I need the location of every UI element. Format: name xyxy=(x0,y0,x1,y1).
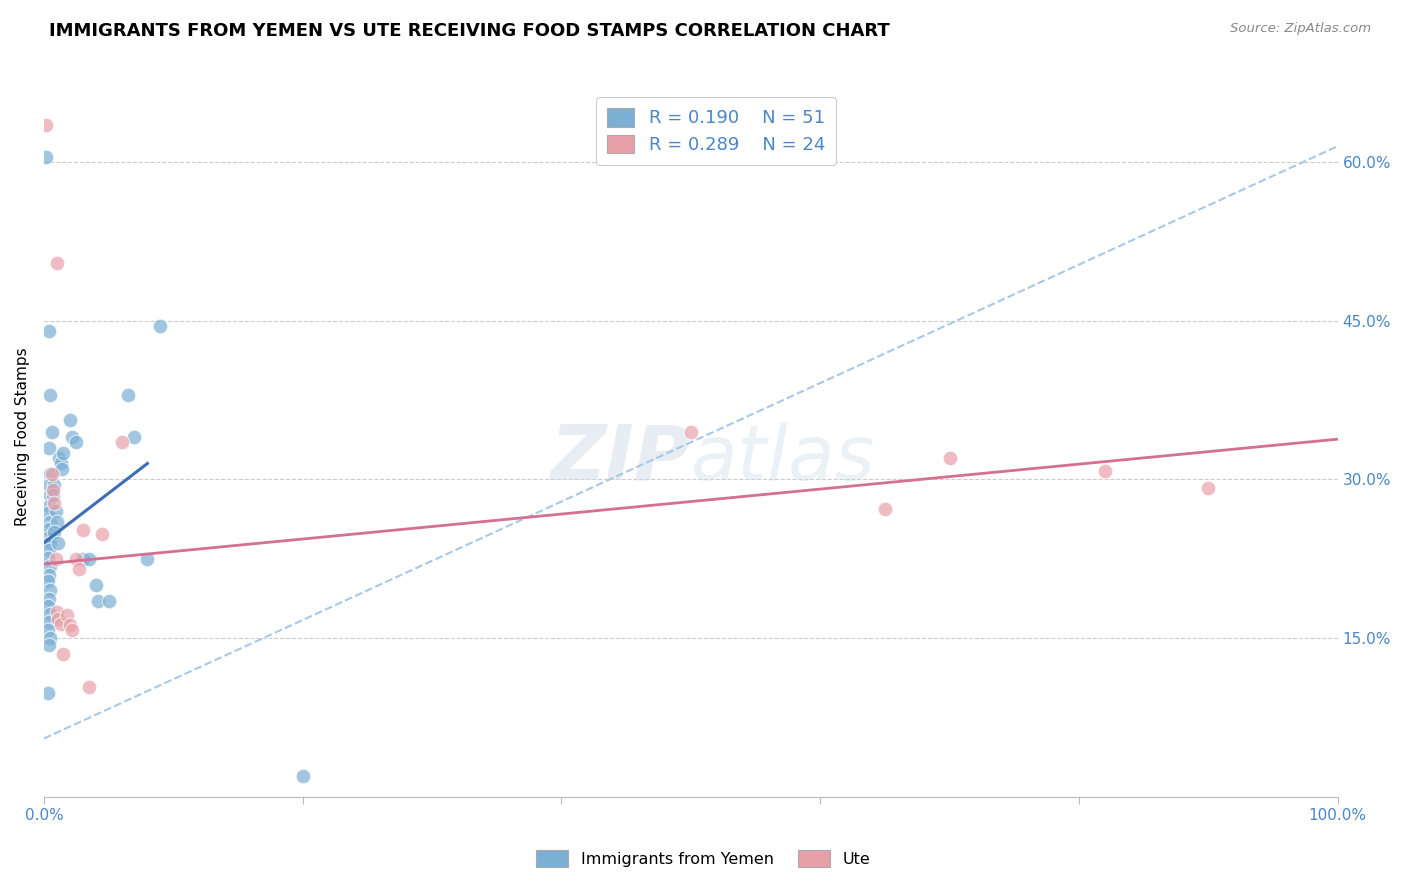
Text: atlas: atlas xyxy=(690,422,876,496)
Point xyxy=(46,536,69,550)
Point xyxy=(37,623,59,637)
Point xyxy=(38,477,60,491)
Point xyxy=(38,441,60,455)
Point xyxy=(37,574,59,588)
Text: IMMIGRANTS FROM YEMEN VS UTE RECEIVING FOOD STAMPS CORRELATION CHART: IMMIGRANTS FROM YEMEN VS UTE RECEIVING F… xyxy=(49,22,890,40)
Point xyxy=(37,506,59,520)
Point xyxy=(38,499,60,513)
Point xyxy=(44,525,66,540)
Point xyxy=(38,639,60,653)
Point xyxy=(67,562,90,576)
Point xyxy=(52,647,75,661)
Y-axis label: Receiving Food Stamps: Receiving Food Stamps xyxy=(15,348,30,526)
Point xyxy=(35,150,58,164)
Point xyxy=(149,318,172,333)
Point xyxy=(56,607,79,622)
Point xyxy=(35,118,58,132)
Point xyxy=(38,522,60,536)
Point xyxy=(44,477,66,491)
Point xyxy=(44,504,66,518)
Point xyxy=(39,583,62,598)
Point xyxy=(37,599,59,614)
Point xyxy=(72,551,94,566)
Text: ZIP: ZIP xyxy=(551,422,690,496)
Point xyxy=(39,488,62,502)
Point xyxy=(42,483,65,497)
Point xyxy=(38,567,60,582)
Point xyxy=(65,551,87,566)
Point xyxy=(37,686,59,700)
Point xyxy=(39,536,62,550)
Point xyxy=(65,435,87,450)
Point xyxy=(37,531,59,545)
Point xyxy=(38,615,60,629)
Point xyxy=(39,388,62,402)
Point xyxy=(49,457,72,471)
Point xyxy=(110,435,132,450)
Point xyxy=(45,515,67,529)
Point xyxy=(37,550,59,565)
Point xyxy=(124,430,146,444)
Text: Source: ZipAtlas.com: Source: ZipAtlas.com xyxy=(1230,22,1371,36)
Point xyxy=(72,523,94,537)
Point xyxy=(38,324,60,338)
Point xyxy=(45,605,67,619)
Point xyxy=(48,451,70,466)
Point xyxy=(59,618,82,632)
Point xyxy=(1197,481,1219,495)
Point xyxy=(91,527,114,541)
Point xyxy=(60,623,83,637)
Point xyxy=(77,551,100,566)
Point xyxy=(60,430,83,444)
Point xyxy=(49,617,72,632)
Legend: R = 0.190    N = 51, R = 0.289    N = 24: R = 0.190 N = 51, R = 0.289 N = 24 xyxy=(596,97,835,165)
Point xyxy=(38,543,60,558)
Point xyxy=(39,631,62,645)
Legend: Immigrants from Yemen, Ute: Immigrants from Yemen, Ute xyxy=(530,844,876,873)
Point xyxy=(38,591,60,606)
Point xyxy=(84,578,107,592)
Point xyxy=(1094,464,1116,478)
Point xyxy=(52,446,75,460)
Point xyxy=(44,495,66,509)
Point xyxy=(873,502,896,516)
Point xyxy=(46,612,69,626)
Point xyxy=(59,413,82,427)
Point xyxy=(77,680,100,694)
Point xyxy=(39,467,62,481)
Point xyxy=(39,515,62,529)
Point xyxy=(45,255,67,269)
Point xyxy=(291,768,314,782)
Point xyxy=(87,594,110,608)
Point xyxy=(42,488,65,502)
Point xyxy=(97,594,120,608)
Point xyxy=(44,551,66,566)
Point xyxy=(51,462,73,476)
Point xyxy=(938,451,960,466)
Point xyxy=(679,425,702,439)
Point xyxy=(41,425,63,439)
Point xyxy=(117,388,139,402)
Point xyxy=(39,607,62,621)
Point xyxy=(41,467,63,481)
Point xyxy=(39,559,62,574)
Point xyxy=(136,551,159,566)
